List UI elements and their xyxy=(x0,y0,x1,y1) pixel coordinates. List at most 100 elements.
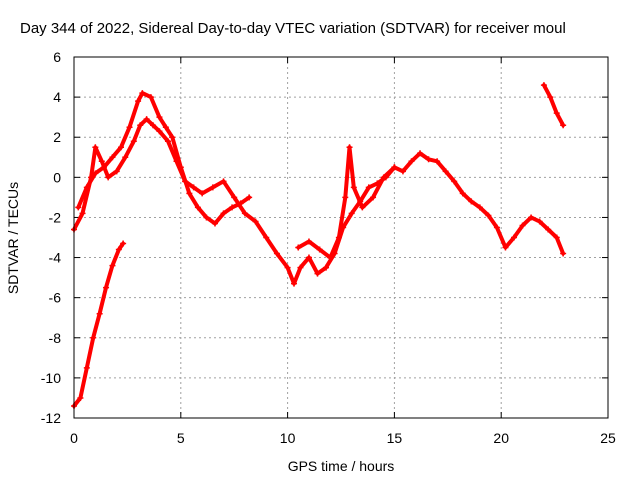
data-point xyxy=(199,190,206,197)
data-point xyxy=(90,334,97,341)
y-tick-label: 0 xyxy=(53,169,61,185)
y-axis-label: SDTVAR / TECUs xyxy=(5,182,21,294)
data-point xyxy=(391,164,398,171)
data-point xyxy=(109,154,116,161)
data-point xyxy=(560,250,567,257)
data-point xyxy=(459,190,466,197)
data-point xyxy=(493,224,500,231)
data-point xyxy=(335,234,342,241)
data-point xyxy=(295,244,302,251)
data-point xyxy=(117,144,124,151)
x-tick-label: 20 xyxy=(493,430,509,446)
data-point xyxy=(399,168,406,175)
data-point xyxy=(502,244,509,251)
series-arc-5 xyxy=(540,82,567,129)
data-point xyxy=(79,210,86,217)
data-point xyxy=(83,184,90,191)
data-point xyxy=(553,234,560,241)
series-line xyxy=(76,91,252,226)
chart-title: Day 344 of 2022, Sidereal Day-to-day VTE… xyxy=(20,20,566,37)
y-tick-label: -12 xyxy=(41,410,61,426)
data-point xyxy=(96,310,103,317)
data-point xyxy=(113,168,120,175)
data-point xyxy=(263,234,270,241)
data-point xyxy=(468,198,475,205)
data-point xyxy=(120,240,127,247)
data-point xyxy=(77,394,84,401)
series-line xyxy=(541,83,566,128)
data-point xyxy=(316,246,323,253)
series-arc-3 xyxy=(75,90,253,227)
data-point xyxy=(122,154,129,161)
data-point xyxy=(380,174,387,181)
data-point xyxy=(511,234,518,241)
data-point xyxy=(342,194,349,201)
data-point xyxy=(305,238,312,245)
data-point xyxy=(92,144,99,151)
data-point xyxy=(291,280,298,287)
data-point xyxy=(109,262,116,269)
series-layer xyxy=(71,82,567,409)
data-point xyxy=(105,174,112,181)
data-point xyxy=(162,124,169,131)
data-point xyxy=(177,164,184,171)
data-point xyxy=(305,254,312,261)
y-tick-label: -8 xyxy=(49,330,62,346)
data-point xyxy=(536,218,543,225)
series-line xyxy=(72,241,126,408)
y-tick-label: -2 xyxy=(49,209,62,225)
data-point xyxy=(169,134,176,141)
data-point xyxy=(237,200,244,207)
data-point xyxy=(100,164,107,171)
data-point xyxy=(246,194,253,201)
data-point xyxy=(150,122,157,129)
data-point xyxy=(273,250,280,257)
data-point xyxy=(190,184,197,191)
data-point xyxy=(284,264,291,271)
y-tick-label: -10 xyxy=(41,370,61,386)
data-point xyxy=(139,90,146,97)
data-point xyxy=(143,116,150,123)
x-axis-label: GPS time / hours xyxy=(288,458,395,474)
data-point xyxy=(231,194,238,201)
data-point xyxy=(241,210,248,217)
y-tick-label: 2 xyxy=(53,129,61,145)
tick-layer: 0 5 10 15 20 25 -12 -10 -8 -6 -4 -2 0 2 4 6 xyxy=(41,49,616,446)
data-point xyxy=(442,168,449,175)
data-point xyxy=(156,128,163,135)
data-point xyxy=(547,94,554,101)
data-point xyxy=(348,210,355,217)
data-point xyxy=(528,214,535,221)
series-line xyxy=(296,145,397,260)
data-point xyxy=(327,254,334,261)
data-point xyxy=(194,204,201,211)
data-point xyxy=(147,94,154,101)
data-point xyxy=(560,122,567,129)
grid-layer xyxy=(74,57,608,418)
y-tick-label: 6 xyxy=(53,49,61,65)
data-point xyxy=(209,184,216,191)
data-point xyxy=(156,114,163,121)
data-point xyxy=(220,210,227,217)
data-point xyxy=(370,194,377,201)
data-point xyxy=(92,170,99,177)
plot-frame xyxy=(73,56,609,419)
data-point xyxy=(75,204,82,211)
data-point xyxy=(359,204,366,211)
data-point xyxy=(297,264,304,271)
data-point xyxy=(346,144,353,151)
data-point xyxy=(425,156,432,163)
data-point xyxy=(451,178,458,185)
data-point xyxy=(103,284,110,291)
data-point xyxy=(476,204,483,211)
data-point xyxy=(252,218,259,225)
x-tick-label: 15 xyxy=(387,430,403,446)
data-point xyxy=(365,184,372,191)
data-point xyxy=(98,158,105,165)
data-point xyxy=(115,246,122,253)
data-point xyxy=(314,270,321,277)
data-point xyxy=(83,364,90,371)
data-point xyxy=(203,214,210,221)
y-tick-label: -4 xyxy=(49,250,62,266)
